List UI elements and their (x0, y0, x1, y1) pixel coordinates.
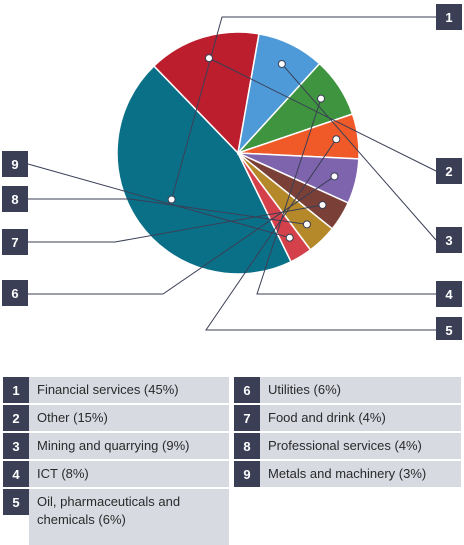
callout-badge-3: 3 (436, 227, 462, 253)
legend-number-badge: 6 (234, 377, 260, 403)
legend-label: Food and drink (4%) (260, 405, 461, 431)
legend-label: Oil, pharmaceuticals and chemicals (6%) (29, 489, 229, 545)
callout-dot-3 (277, 59, 286, 68)
leader-line-7 (28, 204, 323, 243)
pie-chart: 1 2 3 4 5 6 7 8 9 (2, 4, 462, 340)
callout-dot-7 (318, 200, 327, 209)
callout-dot-4 (317, 94, 326, 103)
callout-dot-6 (330, 172, 339, 181)
leader-line-5 (205, 138, 436, 331)
leader-lines (27, 16, 437, 331)
callout-badge-number: 5 (445, 323, 452, 338)
callout-badge-2: 2 (436, 158, 462, 184)
pie-slice-2 (152, 31, 260, 155)
legend-number-badge: 9 (234, 461, 260, 487)
callout-badge-box (2, 229, 28, 255)
callout-badge-6: 6 (2, 280, 28, 306)
callout-badge-box (436, 317, 462, 340)
callout-badge-box (436, 227, 462, 253)
callout-badge-box (2, 280, 28, 306)
callout-badge-number: 9 (11, 157, 18, 172)
callout-dot-1 (167, 195, 176, 204)
leader-line-6 (28, 175, 335, 295)
callout-badge-number: 2 (445, 164, 452, 179)
callout-badge-5: 5 (436, 317, 462, 340)
callout-dot-8 (302, 220, 311, 229)
leader-line-2 (208, 57, 437, 172)
callout-badge-number: 3 (445, 233, 452, 248)
legend-item-9: 9 Metals and machinery (3%) (234, 461, 461, 487)
legend-number-badge: 5 (3, 489, 29, 515)
leader-line-8 (28, 198, 307, 225)
callout-badge-box (436, 4, 462, 30)
legend-label: ICT (8%) (29, 461, 229, 487)
callout-badge-8: 8 (2, 186, 28, 212)
leader-line-4 (256, 98, 436, 295)
callout-badge-number: 6 (11, 286, 18, 301)
legend-number-badge: 1 (3, 377, 29, 403)
legend-item-7: 7 Food and drink (4%) (234, 405, 461, 431)
legend-label: Professional services (4%) (260, 433, 461, 459)
legend-item-2: 2 Other (15%) (3, 405, 229, 431)
pie-slice-9 (237, 152, 312, 263)
legend-number-badge: 2 (3, 405, 29, 431)
leader-line-3 (281, 63, 437, 241)
legend-number-badge: 3 (3, 433, 29, 459)
leader-line-9 (27, 163, 290, 239)
legend-item-1: 1 Financial services (45%) (3, 377, 229, 403)
callout-dot-5 (332, 135, 341, 144)
callout-badge-box (2, 151, 28, 177)
callout-badge-box (436, 281, 462, 307)
callout-badge-number: 4 (445, 287, 453, 302)
legend-label: Other (15%) (29, 405, 229, 431)
legend-item-8: 8 Professional services (4%) (234, 433, 461, 459)
legend-label: Mining and quarrying (9%) (29, 433, 229, 459)
callout-badge-number: 8 (11, 192, 18, 207)
legend-label: Metals and machinery (3%) (260, 461, 461, 487)
callout-badge-7: 7 (2, 229, 28, 255)
leader-line-1 (171, 16, 436, 200)
legend-label: Financial services (45%) (29, 377, 229, 403)
callout-badge-9: 9 (2, 151, 28, 177)
callout-badges: 1 2 3 4 5 6 7 8 9 (2, 4, 462, 340)
callout-badge-number: 7 (11, 235, 18, 250)
legend-item-3: 3 Mining and quarrying (9%) (3, 433, 229, 459)
pie-slice-1 (116, 64, 293, 275)
callout-dot-9 (285, 233, 294, 242)
callout-badge-box (436, 158, 462, 184)
callout-badge-box (2, 186, 28, 212)
legend-number-badge: 7 (234, 405, 260, 431)
legend-number-badge: 8 (234, 433, 260, 459)
legend-item-4: 4 ICT (8%) (3, 461, 229, 487)
callout-badge-4: 4 (436, 281, 462, 307)
legend-item-5: 5 Oil, pharmaceuticals and chemicals (6%… (3, 489, 229, 545)
callout-dot-2 (204, 54, 213, 63)
legend-item-6: 6 Utilities (6%) (234, 377, 461, 403)
legend-number-badge: 4 (3, 461, 29, 487)
callout-badge-number: 1 (445, 10, 452, 25)
pie-slices (116, 31, 360, 275)
callout-badge-1: 1 (436, 4, 462, 30)
legend-label: Utilities (6%) (260, 377, 461, 403)
